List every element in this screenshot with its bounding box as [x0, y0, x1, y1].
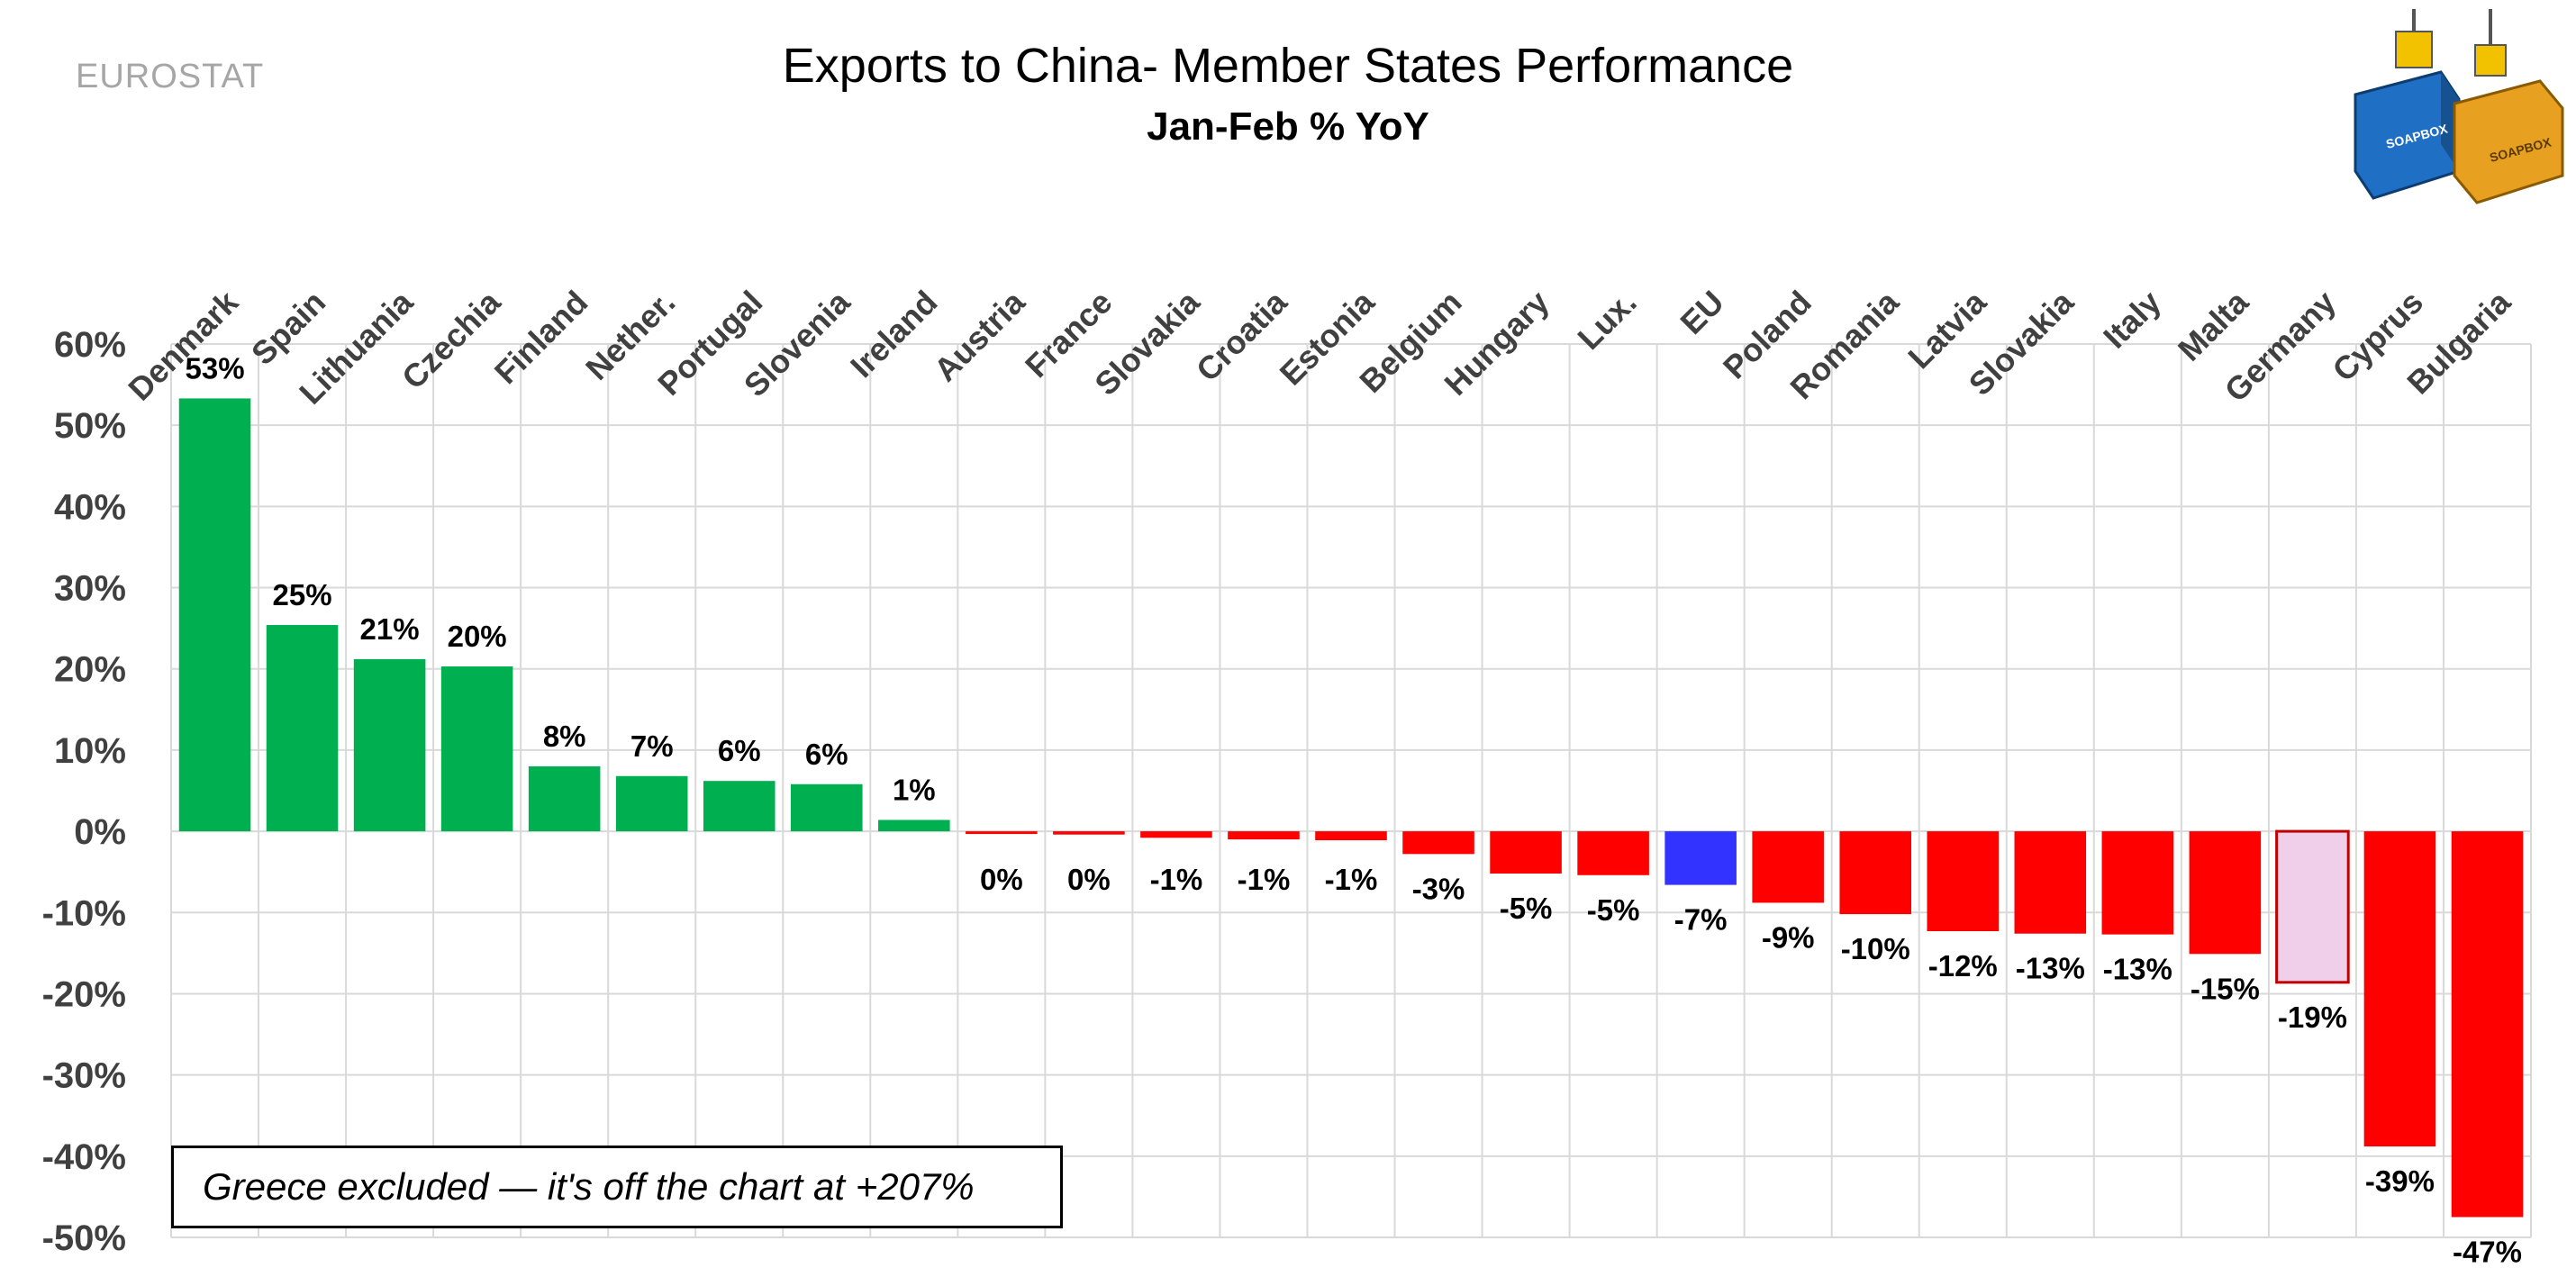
bar-latvia [1927, 831, 2000, 932]
bar-lithuania [353, 658, 426, 832]
data-label: -39% [2365, 1164, 2435, 1198]
data-labels: 53% 25% 21% 20% 8% 7% 6% 6% 1% 0% 0% -1% -1% -1% -3% -5… [185, 351, 2522, 1268]
bar-cyprus [2363, 831, 2436, 1146]
bar-slovenia [790, 783, 863, 832]
y-axis-ticks: 60% 50% 40% 30% 20% 10% 0% -10% -20% -30% -40% -50% [42, 325, 126, 1258]
data-label: -5% [1500, 892, 1553, 925]
bar-austria [966, 831, 1038, 835]
bar-italy [2101, 831, 2174, 935]
y-tick-label: 30% [54, 569, 126, 609]
source-label: EUROSTAT [76, 58, 265, 95]
bar-slovakia [1140, 831, 1212, 838]
data-label: -15% [2191, 972, 2260, 1005]
category-label: Ireland [843, 284, 944, 385]
y-tick-label: 10% [54, 731, 126, 771]
bar-lux [1577, 831, 1649, 875]
category-labels: DenmarkSpainLithuaniaCzechiaFinlandNethe… [121, 283, 2518, 412]
grid-lines [170, 343, 2532, 1238]
data-label: -47% [2453, 1235, 2522, 1268]
y-tick-label: -10% [42, 893, 126, 933]
data-label: 20% [448, 620, 507, 653]
bar-portugal [703, 781, 776, 832]
data-label: 25% [273, 578, 332, 611]
category-label: Czechia [395, 283, 508, 396]
category-label: Malta [2171, 283, 2256, 368]
bar-hungary [1490, 831, 1562, 874]
bar-czechia [440, 666, 513, 832]
bar-ireland [878, 820, 950, 832]
data-label: -3% [1412, 872, 1465, 905]
bar-germany [2275, 829, 2350, 984]
bar-nether [615, 775, 688, 832]
bar-belgium [1402, 831, 1474, 855]
bar-bulgaria [2451, 831, 2524, 1218]
y-tick-label: 0% [74, 812, 126, 852]
data-label: 0% [980, 863, 1023, 896]
category-label: Austria [927, 283, 1032, 388]
bar-denmark [178, 398, 251, 832]
y-tick-label: -30% [42, 1056, 126, 1096]
data-label: -1% [1325, 863, 1378, 896]
data-label: -12% [1928, 949, 1998, 983]
data-label: 53% [185, 351, 244, 385]
note-box: Greece excluded — it's off the chart at … [171, 1146, 1063, 1228]
bar-poland [1752, 831, 1824, 903]
bar-spain [266, 625, 339, 832]
bar-slovakia [2014, 831, 2087, 934]
bar-malta [2189, 831, 2262, 955]
data-label: -7% [1674, 903, 1728, 937]
y-tick-label: -20% [42, 974, 126, 1014]
data-label: 7% [630, 729, 674, 763]
data-label: -1% [1150, 863, 1203, 896]
category-label: Denmark [121, 283, 246, 408]
bar-croatia [1228, 831, 1300, 840]
y-tick-label: 20% [54, 650, 126, 690]
data-label: -13% [2103, 953, 2172, 986]
bar-estonia [1315, 831, 1387, 841]
data-label: -9% [1762, 920, 1815, 954]
data-label: 0% [1067, 863, 1111, 896]
chart-title: Exports to China- Member States Performa… [782, 39, 1794, 93]
bars [178, 398, 2524, 1218]
category-label: EU [1673, 284, 1730, 341]
y-tick-label: -40% [42, 1137, 126, 1177]
data-label: 6% [718, 734, 761, 767]
y-tick-label: 60% [54, 325, 126, 365]
shipping-containers-icon: SOAPBOX SOAPBOX [2354, 9, 2564, 204]
y-tick-label: 40% [54, 487, 126, 527]
data-label: 21% [360, 612, 420, 646]
data-label: 6% [805, 738, 848, 771]
data-label: -1% [1238, 863, 1291, 896]
bar-finland [528, 765, 601, 832]
data-label: -10% [1841, 932, 1910, 965]
y-tick-label: 50% [54, 406, 126, 446]
bar-romania [1839, 831, 1912, 915]
data-label: 1% [893, 773, 936, 806]
bar-eu [1664, 831, 1737, 885]
data-label: 8% [543, 720, 586, 753]
data-label: -19% [2278, 1001, 2347, 1034]
category-label: Lux. [1570, 284, 1643, 357]
category-label: Finland [487, 284, 595, 392]
data-label: -5% [1587, 893, 1640, 927]
bar-france [1053, 831, 1125, 835]
chart-subtitle: Jan-Feb % YoY [1147, 104, 1429, 149]
y-tick-label: -50% [42, 1218, 126, 1258]
data-label: -13% [2016, 952, 2085, 985]
